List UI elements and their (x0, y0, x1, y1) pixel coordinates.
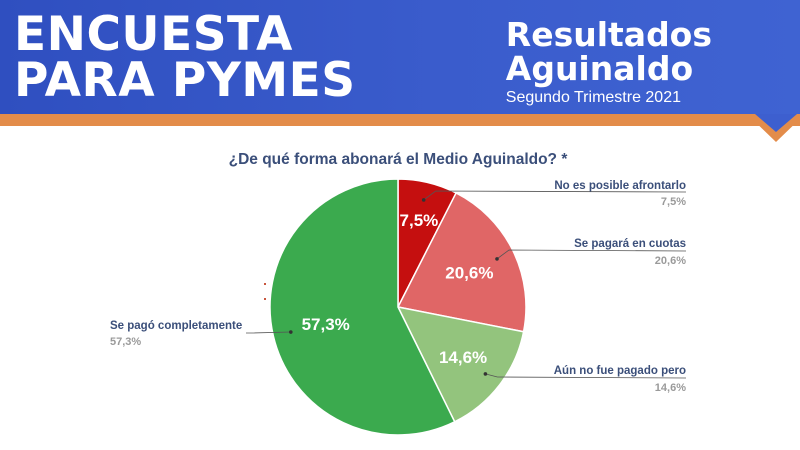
slice-percent-label: 57,3% (302, 315, 350, 334)
chart-title: ¿De qué forma abonará el Medio Aguinaldo… (229, 151, 569, 168)
accent-stripe (0, 114, 800, 126)
callout-label: No es posible afrontarlo (554, 180, 686, 192)
callout-leader-line (423, 190, 687, 201)
results-period: Segundo Trimestre 2021 (505, 89, 681, 106)
callout-anchor-dot (289, 330, 293, 334)
callout-leaders (246, 190, 687, 379)
results-line2: Aguinaldo (505, 49, 694, 88)
callout-anchor-dot (421, 198, 426, 202)
callout-leader-line (485, 373, 687, 379)
callout-label: Se pagará en cuotas (574, 238, 686, 250)
slice-percent-labels: 7,5% 20,6% 14,6% 57,3% (302, 211, 494, 367)
results-line1: Resultados (505, 15, 712, 54)
callout-label: Aún no fue pagado pero (554, 365, 686, 377)
accent-notch-inner (755, 114, 797, 132)
callout-label: Se pagó completamente (110, 320, 242, 332)
callout-value: 7,5% (661, 196, 686, 208)
pie-slice (396, 191, 527, 333)
decorative-dot (264, 283, 266, 285)
callout-value: 20,6% (655, 255, 686, 267)
pie-slices (269, 178, 527, 436)
results-heading: Resultados Aguinaldo Segundo Trimestre 2… (506, 18, 712, 108)
header-banner: ENCUESTA PARA PYMES Resultados Aguinaldo… (0, 0, 800, 114)
decorative-dot (264, 298, 266, 300)
survey-title: ENCUESTA PARA PYMES (14, 7, 356, 108)
slice-callouts: No es posible afrontarlo 7,5% Se pagará en… (110, 180, 686, 394)
slice-percent-label: 20,6% (445, 263, 493, 282)
survey-title-line1: ENCUESTA (14, 7, 293, 62)
pie-slice (269, 178, 456, 436)
slice-percent-label: 7,5% (400, 211, 439, 230)
pie-slice (396, 305, 525, 423)
callout-value: 14,6% (655, 382, 686, 394)
callout-leader-line (246, 331, 291, 334)
callout-anchor-dot (495, 257, 499, 261)
callout-leader-line (496, 249, 687, 260)
callout-value: 57,3% (110, 336, 141, 348)
callout-anchor-dot (483, 372, 488, 376)
slice-percent-label: 14,6% (439, 348, 487, 367)
survey-title-line2: PARA PYMES (14, 53, 356, 108)
